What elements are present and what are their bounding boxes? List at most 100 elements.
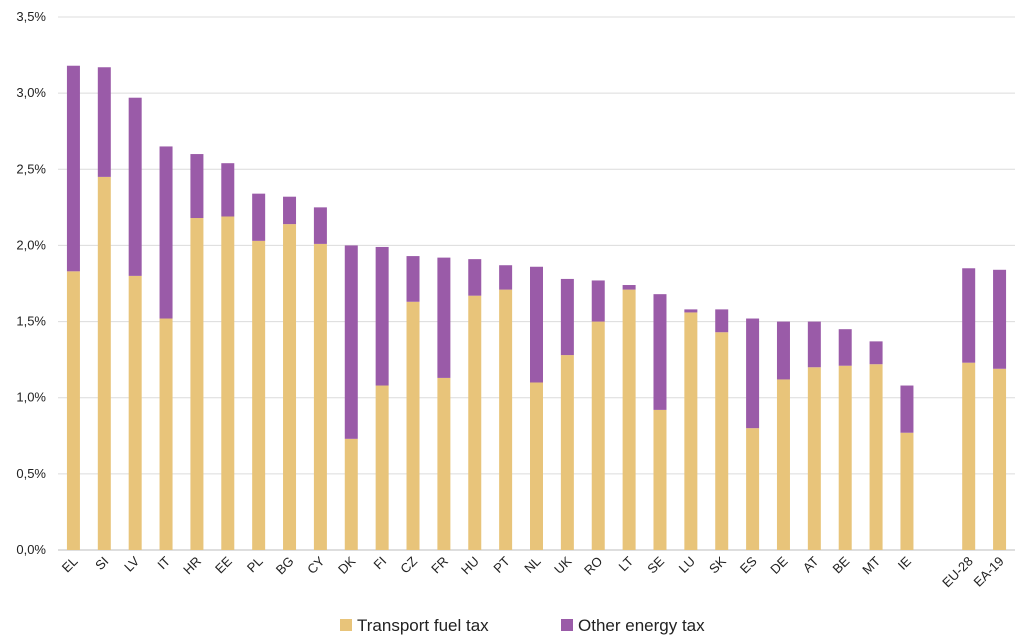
bar-other-dk	[344, 245, 358, 439]
x-tick-label: FI	[370, 554, 389, 573]
bar-other-ee	[221, 163, 235, 217]
bar-other-el	[66, 65, 80, 272]
bar-transport-it	[159, 318, 173, 550]
bar-other-it	[159, 146, 173, 319]
bar-other-bg	[283, 196, 297, 225]
x-tick-label: BE	[829, 553, 852, 576]
x-tick-label: PL	[244, 554, 266, 576]
x-tick-label: AT	[800, 553, 822, 575]
bar-other-lu	[684, 309, 698, 313]
bar-other-hu	[468, 259, 482, 296]
bar-transport-nl	[530, 382, 543, 550]
bar-other-uk	[560, 278, 574, 356]
bar-transport-uk	[560, 355, 574, 550]
y-tick-label: 0,5%	[16, 466, 46, 481]
bar-transport-lt	[622, 289, 636, 550]
bar-other-fr	[437, 257, 451, 378]
x-tick-label: SE	[644, 553, 667, 576]
x-tick-label: EU-28	[939, 554, 976, 591]
y-tick-label: 3,0%	[16, 85, 46, 100]
x-tick-label: EL	[59, 554, 81, 576]
bar-other-es	[746, 318, 760, 429]
x-tick-label: LU	[676, 554, 698, 576]
bar-other-fi	[375, 246, 389, 386]
x-tick-label: NL	[521, 554, 543, 576]
x-tick-label: UK	[551, 553, 575, 577]
x-tick-label: IE	[895, 553, 915, 573]
x-tick-label: CZ	[397, 553, 420, 576]
x-tick-label: EA-19	[971, 554, 1007, 590]
x-tick-label: SI	[92, 554, 111, 573]
x-tick-label: CY	[304, 553, 328, 577]
y-tick-label: 0,0%	[16, 542, 46, 557]
bar-other-hr	[190, 154, 204, 219]
bar-transport-lu	[684, 312, 698, 550]
x-tick-label: DK	[335, 553, 359, 577]
bar-other-nl	[530, 266, 543, 383]
bar-transport-el	[66, 271, 80, 550]
y-tick-label: 1,5%	[16, 314, 46, 329]
bar-transport-lv	[128, 275, 142, 550]
x-tick-label: IT	[154, 553, 173, 572]
bars	[66, 65, 1007, 551]
x-tick-label: HU	[458, 554, 482, 578]
x-tick-label: HR	[180, 554, 204, 578]
bar-other-si	[97, 67, 111, 177]
x-tick-label: MT	[859, 553, 883, 577]
bar-other-pt	[499, 265, 513, 290]
legend-label-other: Other energy tax	[578, 616, 705, 635]
bar-other-de	[776, 321, 790, 380]
bar-transport-se	[653, 409, 667, 550]
x-tick-label: SK	[706, 553, 729, 576]
x-tick-label: FR	[428, 554, 451, 577]
y-tick-label: 2,0%	[16, 237, 46, 252]
bar-other-cz	[406, 256, 420, 302]
bar-transport-ea-19	[993, 368, 1007, 550]
x-tick-label: LV	[121, 553, 142, 574]
bar-transport-bg	[283, 224, 297, 550]
bar-transport-mt	[869, 364, 883, 550]
x-tick-label: RO	[581, 554, 605, 578]
bar-other-sk	[715, 309, 729, 333]
bar-other-mt	[869, 341, 883, 365]
x-tick-label: EE	[212, 553, 235, 576]
bar-transport-at	[807, 367, 821, 550]
bar-transport-be	[838, 365, 852, 550]
bar-other-pl	[252, 193, 266, 241]
y-tick-label: 3,5%	[16, 9, 46, 24]
legend-label-transport: Transport fuel tax	[357, 616, 489, 635]
x-tick-label: ES	[737, 553, 760, 576]
bar-other-cy	[313, 207, 327, 244]
bar-transport-cy	[313, 243, 327, 551]
bar-other-se	[653, 294, 667, 410]
x-tick-label: DE	[767, 553, 791, 577]
bar-transport-dk	[344, 438, 358, 550]
x-tick-label: LT	[616, 553, 637, 574]
bar-other-at	[807, 321, 821, 368]
bar-transport-pt	[499, 289, 513, 550]
y-axis: 0,0% 0,5% 1,0% 1,5% 2,0% 2,5% 3,0% 3,5%	[16, 9, 46, 557]
bar-transport-de	[776, 379, 790, 550]
bar-other-lt	[622, 285, 636, 290]
bar-transport-hu	[468, 295, 482, 550]
x-tick-label: PT	[490, 553, 512, 575]
bar-other-lv	[128, 97, 142, 276]
bar-transport-pl	[252, 240, 266, 551]
legend-swatch-transport	[340, 619, 352, 631]
bar-other-eu-28	[962, 268, 976, 363]
y-tick-label: 2,5%	[16, 161, 46, 176]
bar-transport-si	[97, 176, 111, 550]
bar-transport-ee	[221, 216, 235, 550]
legend-swatch-other	[561, 619, 573, 631]
y-tick-label: 1,0%	[16, 390, 46, 405]
bar-transport-fr	[437, 377, 451, 550]
x-tick-label: BG	[273, 554, 297, 578]
bar-transport-es	[746, 428, 760, 550]
bar-other-ro	[591, 280, 605, 322]
bar-other-ea-19	[993, 269, 1007, 369]
bar-transport-ie	[900, 432, 914, 550]
bar-transport-fi	[375, 385, 389, 550]
bar-transport-cz	[406, 301, 420, 550]
bar-transport-eu-28	[962, 362, 976, 550]
